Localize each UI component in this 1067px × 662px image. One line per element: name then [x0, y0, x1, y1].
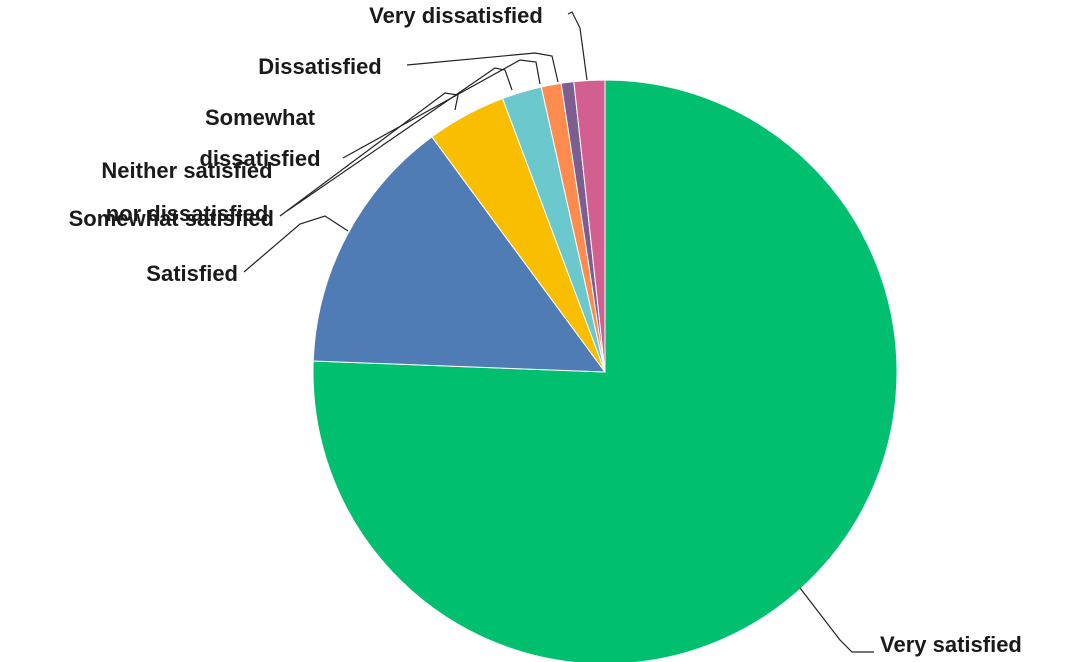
leader-line-very-dissatisfied: [567, 11, 588, 81]
slice-label-very-satisfied: Very satisfied: [880, 632, 1022, 657]
slice-label-somewhat-dissatisfied: Somewhat dissatisfied: [199, 105, 320, 171]
slice-label-satisfied: Satisfied: [146, 261, 238, 286]
pie-slice-very-dissatisfied: [573, 79, 606, 373]
pie-slices: [312, 79, 898, 662]
slice-labels: Very satisfied Satisfied Somewhat satisfie…: [69, 3, 1022, 657]
slice-label-very-dissatisfied: Very dissatisfied: [369, 3, 543, 28]
leader-line-satisfied: [243, 215, 349, 273]
leader-line-somewhat-dissatisfied: [342, 59, 541, 159]
leader-lines: [243, 11, 874, 653]
leader-line-neither-satisfied-nor-dissatisfied: [286, 67, 513, 212]
slice-label-neither-satisfied-nor-dissatisfied: Neither satisfied nor dissatisfied: [101, 158, 272, 226]
slice-label-somewhat-satisfied: Somewhat satisfied: [69, 206, 274, 231]
pie-slice-very-satisfied: [312, 79, 898, 662]
leader-line-somewhat-satisfied: [279, 92, 459, 217]
pie-slice-satisfied: [312, 136, 607, 373]
slice-label-dissatisfied: Dissatisfied: [258, 54, 382, 79]
leader-line-very-satisfied: [799, 587, 874, 653]
leader-line-dissatisfied: [406, 52, 559, 83]
